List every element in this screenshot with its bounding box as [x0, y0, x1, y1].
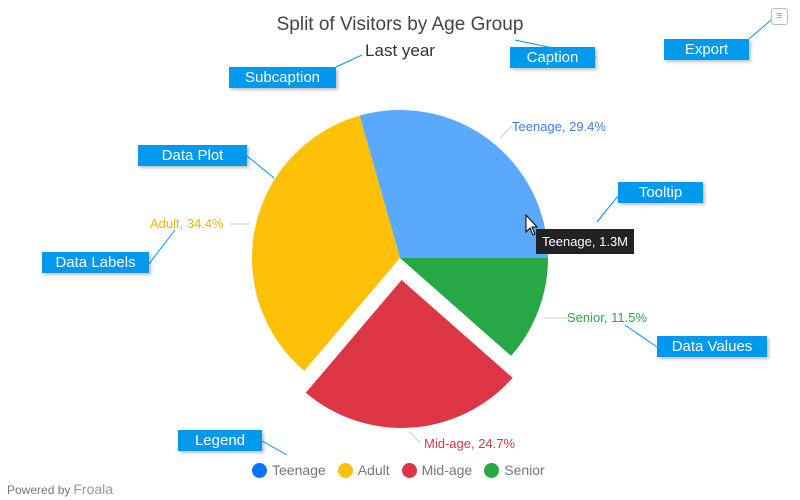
mouse-cursor-icon: [525, 213, 539, 236]
legend-marker: [401, 462, 417, 478]
data-label-teenage: Teenage, 29.4%: [512, 119, 606, 134]
powered-by[interactable]: Powered by Froala: [7, 481, 114, 497]
chart-subtitle: Last year: [365, 41, 435, 60]
tooltip: Teenage, 1.3M: [536, 229, 635, 254]
legend: Teenage Adult Mid-age Senior: [252, 462, 545, 478]
legend-item-adult[interactable]: Adult: [337, 462, 390, 478]
annotation-connector: [148, 229, 176, 265]
annotation-connector: [261, 440, 288, 456]
legend-marker: [484, 462, 500, 478]
annotation-connector: [624, 324, 658, 348]
data-label-connector: [499, 125, 513, 139]
chart-title: Split of Visitors by Age Group: [276, 14, 524, 35]
annotation-connector: [596, 195, 619, 223]
data-label-adult: Adult, 34.4%: [150, 216, 224, 231]
data-label-mid-age: Mid-age, 24.7%: [424, 436, 516, 451]
legend-marker: [252, 462, 267, 478]
pie-slice-mid-age[interactable]: [305, 279, 513, 428]
data-label-senior: Senior, 11.5%: [567, 310, 647, 325]
annotation-connector: [246, 155, 275, 179]
export-menu-icon[interactable]: ≡: [771, 8, 788, 25]
legend-marker: [337, 462, 353, 478]
brand-logo: Froala: [73, 481, 114, 497]
legend-item-mid-age[interactable]: Mid-age: [401, 462, 472, 478]
annotation-legend: Legend: [178, 430, 262, 451]
annotation-subcaption: Subcaption: [229, 67, 336, 88]
annotation-export: Export: [664, 39, 749, 60]
legend-item-teenage[interactable]: Teenage: [252, 462, 326, 478]
annotation-connector: [335, 54, 363, 68]
annotation-caption: Caption: [510, 47, 595, 68]
pie-slice-senior[interactable]: [400, 258, 548, 356]
data-label-connector: [409, 431, 421, 444]
annotation-tooltip: Tooltip: [618, 182, 703, 203]
annotation-connector: [748, 19, 772, 40]
pie-slice-teenage[interactable]: [359, 110, 548, 258]
annotation-data-values: Data Values: [657, 336, 767, 357]
annotation-data-plot: Data Plot: [138, 145, 247, 166]
annotation-data-labels: Data Labels: [42, 252, 149, 273]
legend-item-senior[interactable]: Senior: [484, 462, 545, 478]
pie-slice-adult[interactable]: [252, 115, 400, 371]
